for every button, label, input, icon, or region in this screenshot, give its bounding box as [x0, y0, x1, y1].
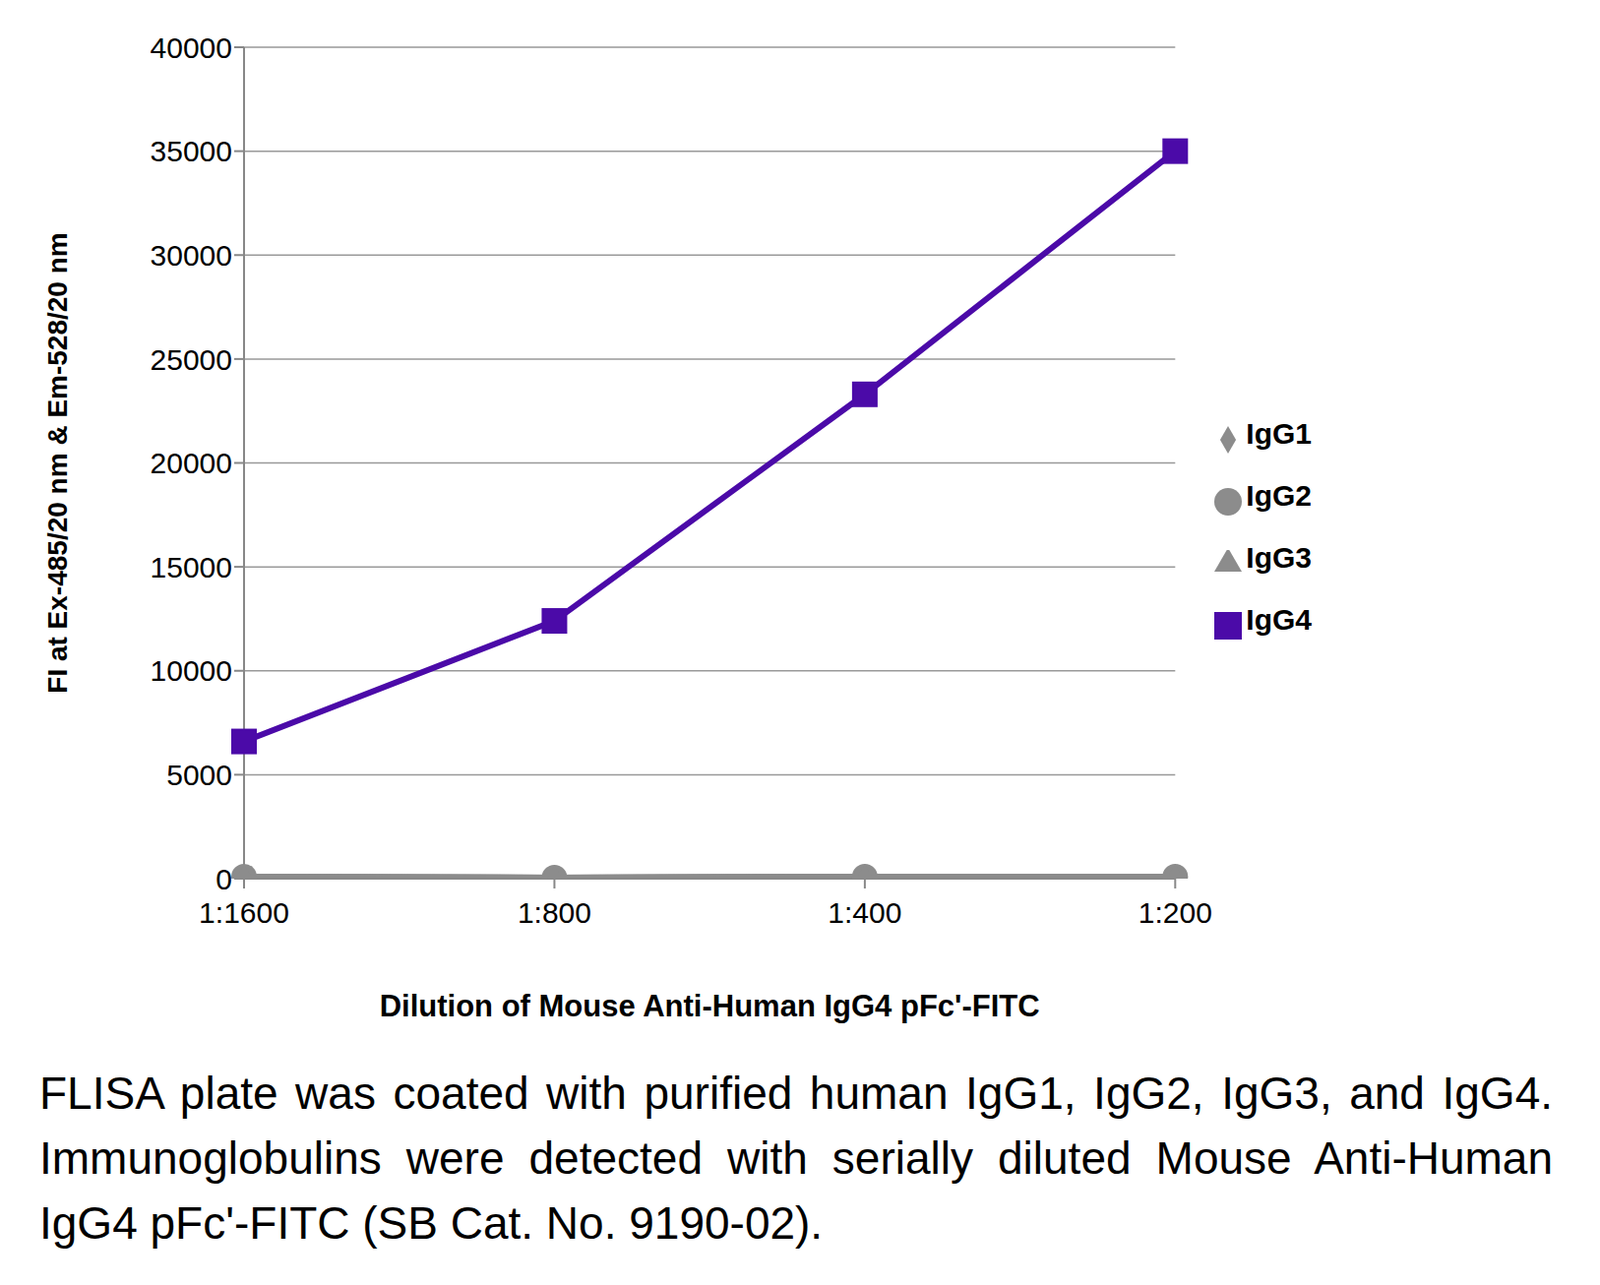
- svg-text:15000: 15000: [150, 551, 233, 584]
- svg-text:FI at Ex-485/20 nm & Em-528/20: FI at Ex-485/20 nm & Em-528/20 nm: [42, 232, 73, 693]
- html-text:IgG4: IgG4: [1246, 603, 1312, 636]
- svg-text:1:800: 1:800: [517, 896, 592, 929]
- svg-text:25000: 25000: [150, 343, 233, 376]
- html-text:IgG1: IgG1: [1246, 417, 1312, 450]
- html-text:IgG3: IgG3: [1246, 541, 1312, 574]
- svg-text:40000: 40000: [150, 31, 233, 64]
- svg-text:5000: 5000: [166, 758, 233, 792]
- svg-text:Dilution of Mouse Anti-Human I: Dilution of Mouse Anti-Human IgG4 pFc'-F…: [379, 988, 1041, 1024]
- svg-text:1:1600: 1:1600: [198, 896, 290, 929]
- svg-text:1:200: 1:200: [1138, 896, 1213, 929]
- svg-text:20000: 20000: [150, 446, 233, 480]
- svg-text:0: 0: [215, 862, 233, 896]
- svg-text:1:400: 1:400: [827, 896, 902, 929]
- svg-text:10000: 10000: [150, 654, 233, 687]
- svg-text:35000: 35000: [150, 134, 233, 168]
- html-text:FLISA plate was coated with pu: FLISA plate was coated with purified hum…: [39, 1067, 1553, 1249]
- html-text:IgG2: IgG2: [1246, 479, 1312, 512]
- svg-text:30000: 30000: [150, 239, 233, 272]
